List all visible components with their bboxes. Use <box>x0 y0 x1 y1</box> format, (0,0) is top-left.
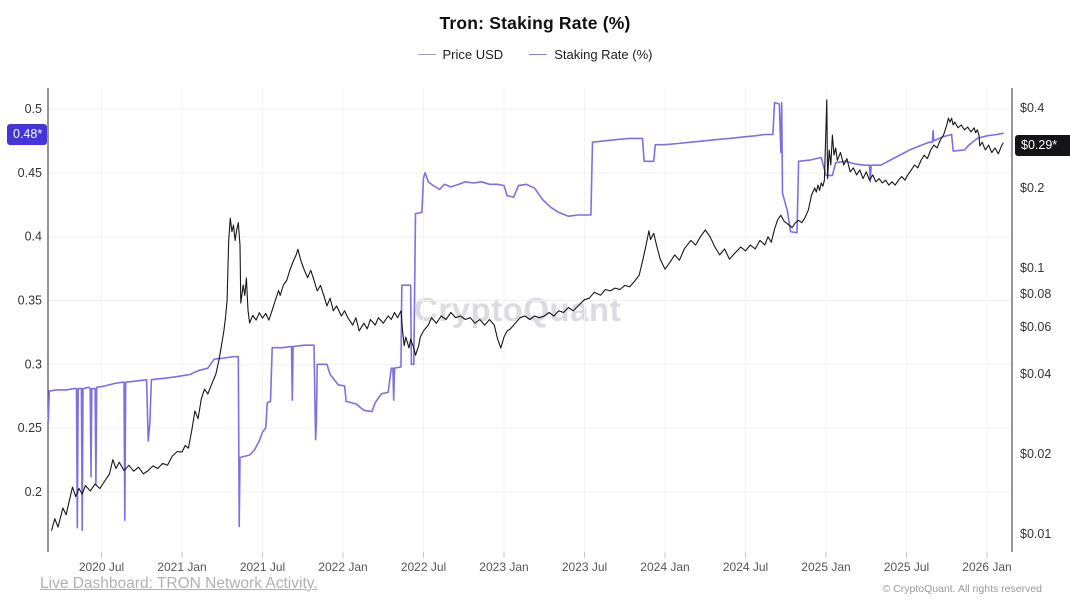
staking-rate-current-value-badge: 0.48* <box>7 124 48 145</box>
right-axis-tick-label: $0.02 <box>1020 447 1051 461</box>
price-usd-legend-dash-icon <box>417 54 436 55</box>
page-title: Tron: Staking Rate (%) <box>439 13 631 33</box>
x-axis-tick-label: 2022 Jan <box>318 560 367 574</box>
left-axis-tick-label: 0.3 <box>25 357 42 371</box>
left-axis-tick-label: 0.2 <box>25 485 42 499</box>
price-current-value-badge: $0.29* <box>1015 135 1070 156</box>
staking-rate-line <box>47 101 1004 532</box>
right-axis-tick-label: $0.2 <box>1020 181 1044 195</box>
x-axis-tick-label: 2020 Jul <box>79 560 124 574</box>
price-usd-line <box>51 99 1004 531</box>
left-axis-tick-label: 0.4 <box>25 230 42 244</box>
x-axis-tick-label: 2023 Jan <box>479 560 528 574</box>
right-axis-tick-label: $0.06 <box>1020 320 1051 334</box>
x-axis-tick-label: 2023 Jul <box>562 560 607 574</box>
chart-legend: Price USD Staking Rate (%) <box>0 47 1070 62</box>
right-axis-tick-label: $0.01 <box>1020 527 1051 541</box>
legend-item-price-usd[interactable]: Price USD <box>417 47 504 62</box>
x-axis-tick-label: 2025 Jan <box>801 560 850 574</box>
left-axis-tick-label: 0.25 <box>18 421 42 435</box>
x-axis-tick-label: 2024 Jul <box>723 560 768 574</box>
x-axis-tick-label: 2025 Jul <box>884 560 929 574</box>
right-axis-tick-label: $0.04 <box>1020 367 1051 381</box>
left-axis-tick-label: 0.45 <box>18 166 42 180</box>
live-dashboard-link[interactable]: Live Dashboard: TRON Network Activity. <box>40 575 318 592</box>
left-axis-tick-label: 0.35 <box>18 294 42 308</box>
left-axis-tick-label: 0.5 <box>25 102 42 116</box>
legend-item-staking-rate[interactable]: Staking Rate (%) <box>529 47 652 62</box>
x-axis-tick-label: 2024 Jan <box>640 560 689 574</box>
x-axis-tick-label: 2021 Jan <box>157 560 206 574</box>
legend-label-price-usd: Price USD <box>442 47 504 62</box>
cryptoquant-watermark: CryptoQuant <box>414 291 622 328</box>
legend-label-staking-rate: Staking Rate (%) <box>554 47 653 62</box>
right-axis-tick-label: $0.4 <box>1020 101 1044 115</box>
x-axis-tick-label: 2026 Jan <box>962 560 1011 574</box>
right-axis-tick-label: $0.08 <box>1020 287 1051 301</box>
x-axis-tick-label: 2022 Jul <box>401 560 446 574</box>
copyright-text: © CryptoQuant. All rights reserved <box>882 583 1042 595</box>
right-axis-tick-label: $0.1 <box>1020 261 1044 275</box>
staking-rate-legend-dash-icon <box>529 54 548 55</box>
x-axis-tick-label: 2021 Jul <box>240 560 285 574</box>
